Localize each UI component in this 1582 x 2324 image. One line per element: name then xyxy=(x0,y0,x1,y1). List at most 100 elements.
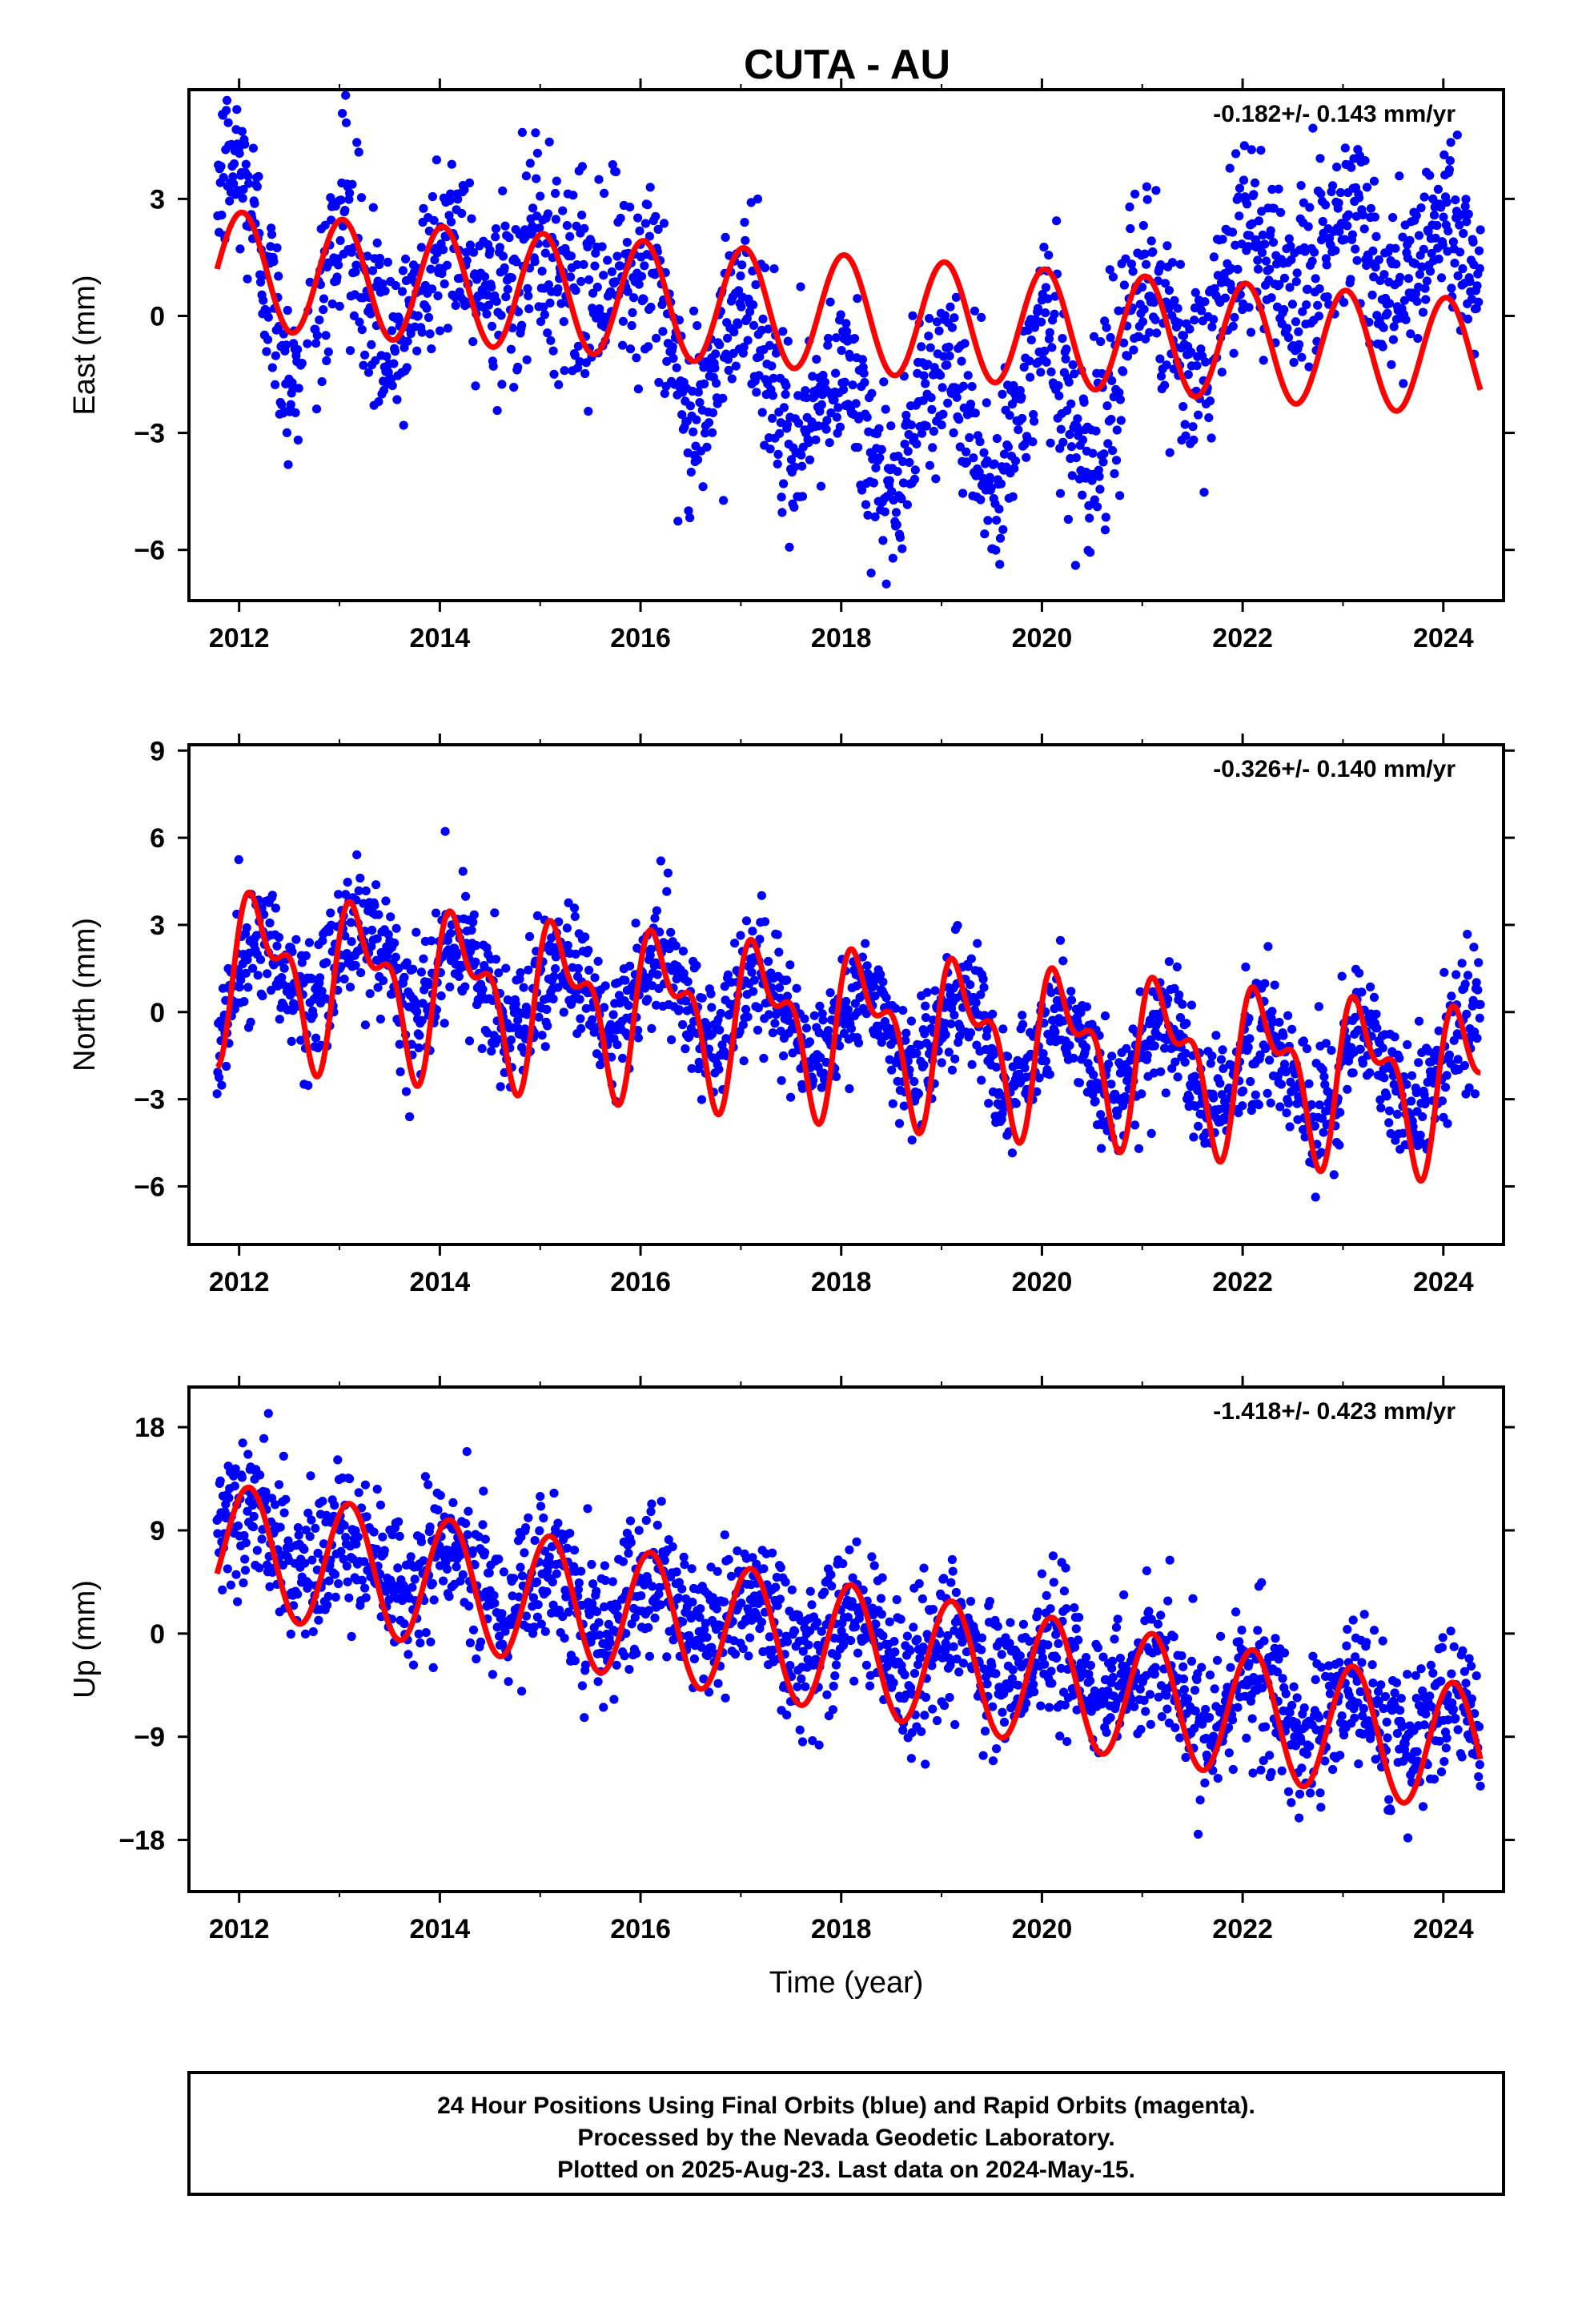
data-point xyxy=(1360,156,1370,166)
data-point xyxy=(267,230,277,239)
data-point xyxy=(656,856,666,866)
data-point xyxy=(1100,1011,1110,1021)
data-point xyxy=(271,380,280,389)
data-point xyxy=(908,311,917,320)
data-point xyxy=(1451,195,1460,205)
data-point xyxy=(335,301,344,311)
data-point xyxy=(634,1526,644,1535)
data-point xyxy=(1058,437,1068,447)
data-point xyxy=(1452,131,1462,140)
data-point xyxy=(370,901,379,911)
data-point xyxy=(1462,217,1472,227)
data-point xyxy=(807,1600,817,1610)
data-point xyxy=(487,321,497,331)
data-point xyxy=(464,1506,473,1516)
data-point xyxy=(797,1737,808,1747)
data-point xyxy=(1260,239,1270,249)
data-point xyxy=(314,1615,323,1625)
data-point xyxy=(1172,962,1182,971)
data-point xyxy=(1265,264,1275,274)
data-point xyxy=(704,1044,714,1054)
data-point xyxy=(1076,1007,1086,1017)
data-point xyxy=(1378,1043,1387,1053)
data-point xyxy=(430,255,440,265)
data-point xyxy=(549,1488,559,1498)
data-point xyxy=(416,1537,427,1546)
data-point xyxy=(1369,176,1379,186)
data-point xyxy=(1078,435,1088,445)
data-point xyxy=(501,963,511,973)
data-point xyxy=(713,1679,723,1688)
data-point xyxy=(566,272,576,282)
data-point xyxy=(1050,309,1059,319)
data-point xyxy=(885,1617,894,1626)
data-point xyxy=(229,179,239,188)
data-point xyxy=(898,478,909,488)
data-point xyxy=(1010,456,1021,466)
data-point xyxy=(1450,259,1460,268)
data-point xyxy=(1234,1108,1243,1118)
data-point xyxy=(708,428,717,437)
data-point xyxy=(765,1632,774,1642)
data-point xyxy=(1041,283,1050,292)
data-point xyxy=(1183,370,1193,380)
data-point xyxy=(1188,422,1198,432)
data-point xyxy=(635,226,644,235)
data-point xyxy=(277,973,287,983)
data-point xyxy=(405,1112,415,1122)
data-point xyxy=(278,1560,288,1570)
data-point xyxy=(1045,328,1054,337)
data-point xyxy=(1241,962,1251,972)
data-point xyxy=(1425,171,1435,180)
data-point xyxy=(532,174,541,183)
data-point xyxy=(1201,357,1211,367)
data-point xyxy=(569,903,580,913)
data-point xyxy=(584,965,594,975)
data-point xyxy=(425,1522,435,1532)
data-point xyxy=(484,1568,494,1578)
data-point xyxy=(1041,308,1050,318)
data-point xyxy=(447,159,456,169)
data-point xyxy=(485,246,495,255)
data-point xyxy=(443,324,453,333)
data-point xyxy=(941,1030,950,1039)
data-point xyxy=(371,880,381,890)
data-point xyxy=(552,176,561,186)
data-point xyxy=(427,344,436,354)
data-point xyxy=(536,1619,546,1629)
data-point xyxy=(1156,260,1166,270)
data-point xyxy=(658,327,668,336)
data-point xyxy=(1460,202,1470,211)
data-point xyxy=(789,502,799,513)
data-point xyxy=(640,219,651,228)
data-point xyxy=(695,398,705,408)
data-point xyxy=(645,183,655,192)
data-point xyxy=(381,896,391,906)
data-point xyxy=(349,311,359,320)
data-point xyxy=(1446,138,1456,147)
x-tick-label: 2020 xyxy=(1012,623,1073,653)
data-point xyxy=(440,1019,449,1028)
data-point xyxy=(442,260,452,270)
data-point xyxy=(666,927,676,937)
data-point xyxy=(625,344,636,354)
data-point xyxy=(402,363,412,372)
data-point xyxy=(588,288,598,298)
data-point xyxy=(980,529,990,539)
data-point xyxy=(482,943,492,953)
data-point xyxy=(881,404,890,414)
data-point xyxy=(704,418,714,428)
data-point xyxy=(667,1035,677,1044)
data-point xyxy=(1086,548,1095,557)
data-point xyxy=(1005,411,1014,420)
data-point xyxy=(1151,186,1161,195)
data-point xyxy=(1251,1090,1260,1100)
data-point xyxy=(1108,446,1118,456)
data-point xyxy=(885,476,894,485)
data-point xyxy=(1182,1019,1191,1028)
data-point xyxy=(429,1595,439,1605)
data-point xyxy=(1258,230,1267,240)
data-point xyxy=(970,306,979,316)
data-point xyxy=(746,198,756,207)
data-point xyxy=(677,410,687,420)
